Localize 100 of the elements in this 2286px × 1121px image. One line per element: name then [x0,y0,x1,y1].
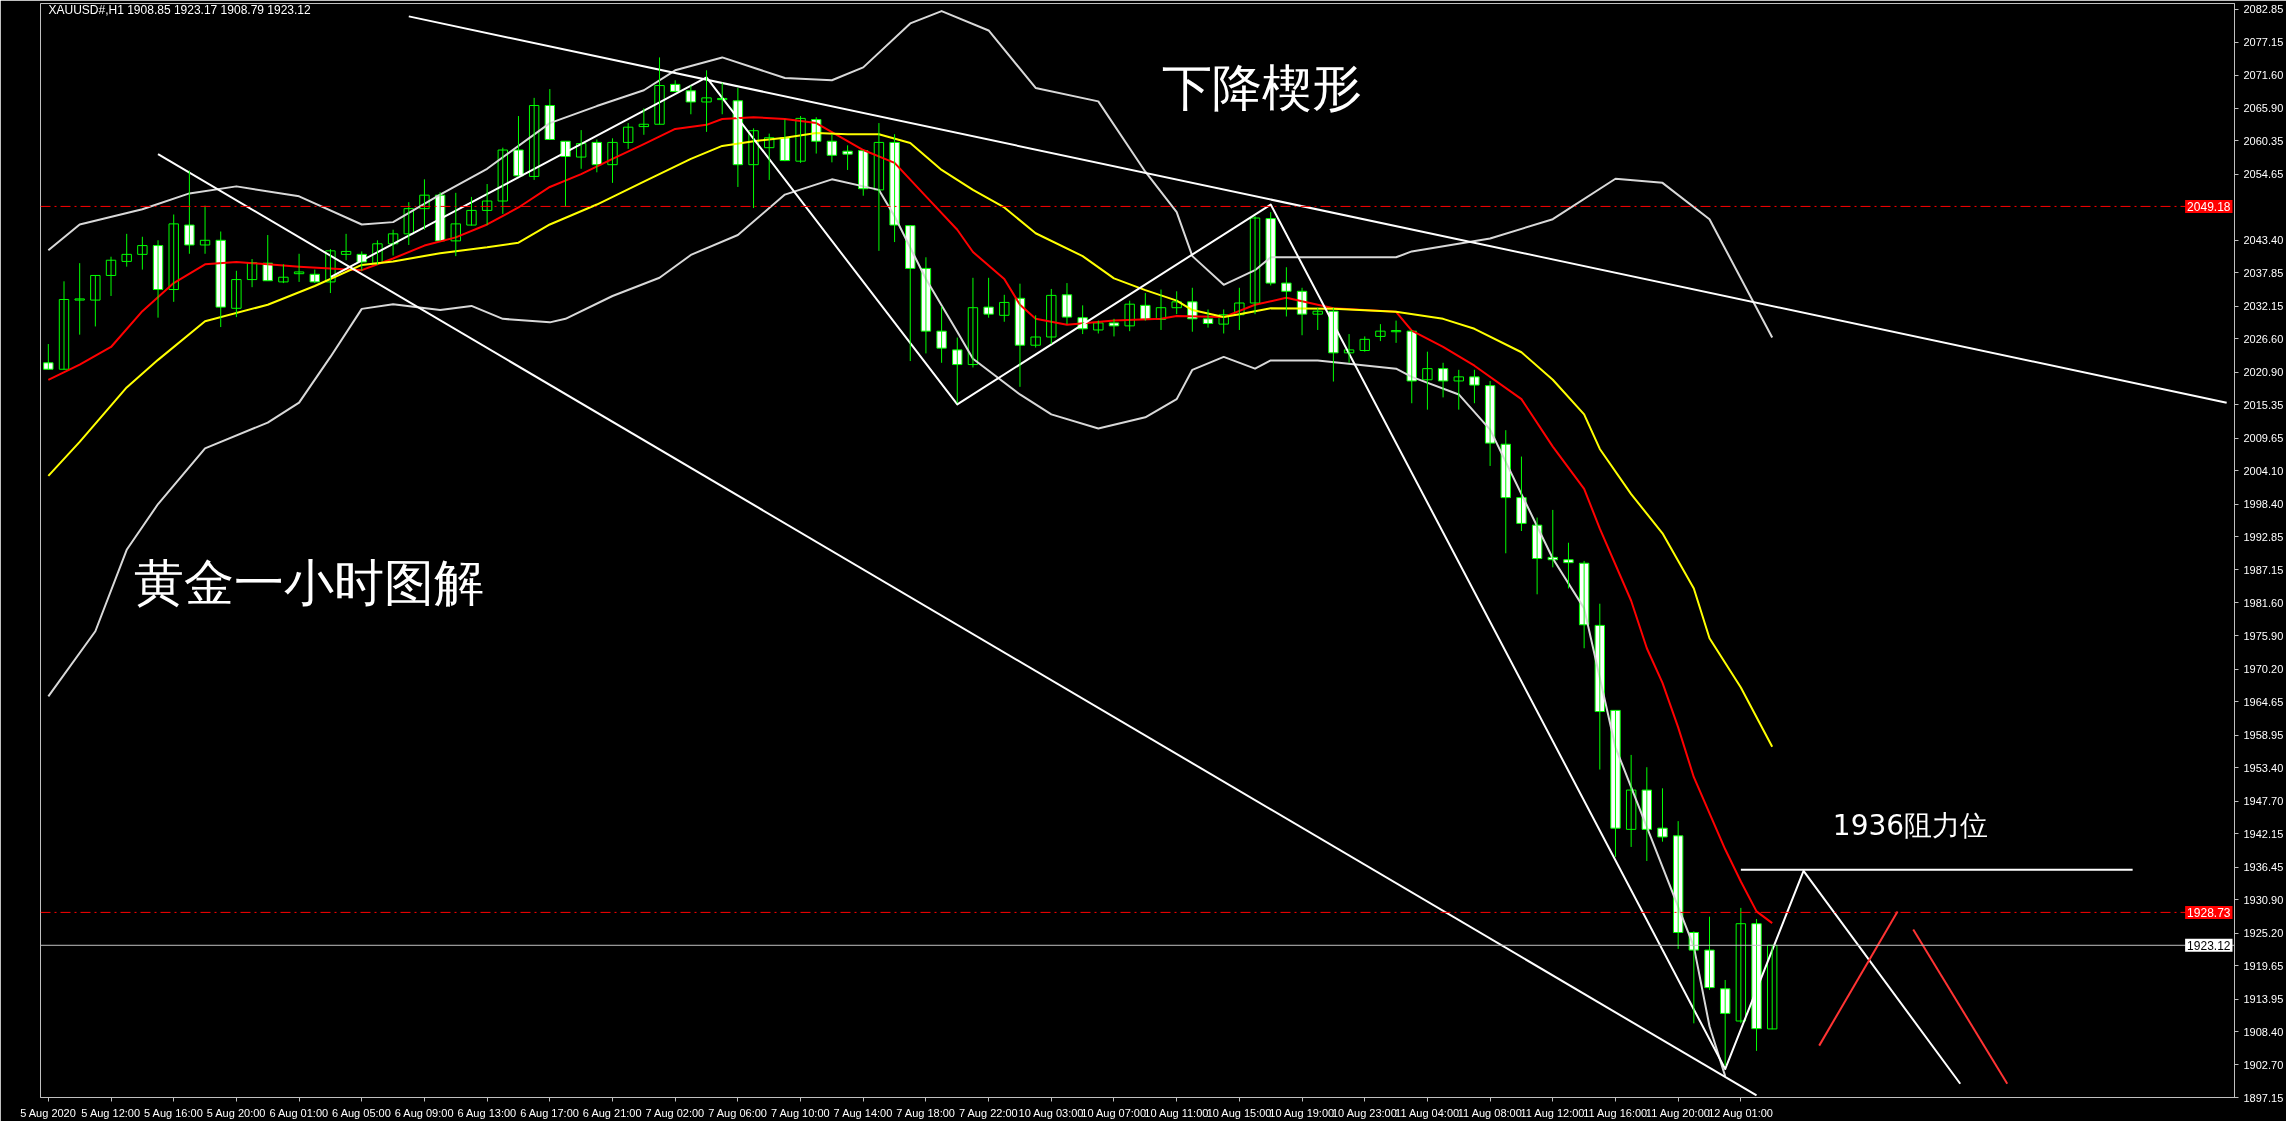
candlestick [999,294,1010,323]
y-tick-label: 2077.15 [2243,36,2284,49]
x-tick-label: 7 Aug 10:00 [770,1106,830,1119]
y-tick-label: 2026.60 [2243,332,2284,345]
ref-line-label: 1923.12 [2187,938,2231,953]
candlestick [1516,456,1527,532]
candlestick [983,277,994,319]
candlestick [137,236,148,271]
candlestick [1093,320,1104,334]
candlestick [1281,266,1292,317]
y-tick-label: 2009.65 [2243,432,2284,445]
candlestick [1359,335,1370,353]
candlestick [591,138,603,173]
y-tick-label: 1987.15 [2243,563,2284,576]
x-tick-label: 5 Aug 16:00 [144,1106,203,1119]
x-tick-label: 7 Aug 06:00 [708,1106,767,1119]
annotation: 黄金一小时图解 [133,553,484,612]
candlestick [1625,754,1637,848]
candlestick [1265,211,1276,286]
x-tick-label: 10 Aug 11:00 [1144,1106,1209,1119]
x-tick-label: 6 Aug 01:00 [269,1106,329,1119]
y-tick-label: 1947.70 [2243,795,2284,808]
y-tick-label: 1998.40 [2243,498,2284,511]
x-tick-label: 10 Aug 15:00 [1206,1106,1272,1119]
y-tick-label: 1964.65 [2243,695,2284,708]
x-tick-label: 6 Aug 09:00 [394,1106,454,1119]
y-tick-label: 1930.90 [2243,893,2284,906]
x-tick-label: 7 Aug 14:00 [833,1106,893,1119]
y-tick-label: 2065.90 [2243,102,2284,115]
y-tick-label: 2015.35 [2243,398,2284,411]
x-tick-label: 6 Aug 17:00 [520,1106,579,1119]
y-tick-label: 2020.90 [2243,366,2284,379]
candlestick [654,56,665,125]
x-tick-label: 5 Aug 12:00 [81,1106,141,1119]
x-tick-label: 5 Aug 20:00 [206,1106,266,1119]
y-tick-label: 1953.40 [2243,761,2284,774]
y-tick-label: 1975.90 [2243,629,2284,642]
candlestick [1469,369,1480,404]
y-tick-label: 1970.20 [2243,663,2284,676]
ref-line-label: 2049.18 [2187,199,2231,214]
candlestick [184,170,195,255]
y-tick-label: 2060.35 [2243,134,2284,147]
candlestick [90,274,101,327]
x-tick-label: 10 Aug 03:00 [1018,1106,1084,1119]
x-tick-label: 7 Aug 18:00 [896,1106,956,1119]
candlestick [1406,329,1417,404]
candlestick [231,270,242,318]
chart-title: XAUUSD#,H1 1908.85 1923.17 1908.79 1923.12 [48,2,312,17]
candlestick [952,337,963,404]
x-tick-label: 7 Aug 22:00 [958,1106,1018,1119]
candlestick [74,262,85,336]
y-tick-label: 1942.15 [2243,827,2284,840]
candlestick [622,122,634,150]
candlestick [513,115,524,177]
y-tick-label: 1925.20 [2243,927,2284,940]
candlestick [936,306,947,364]
candlestick [43,343,54,370]
candlestick [1030,314,1041,349]
candlestick [1422,351,1433,411]
candlestick [168,214,179,303]
y-tick-label: 2043.40 [2243,234,2284,247]
candlestick [121,233,132,268]
candlestick [1672,820,1684,950]
candlestick [1563,542,1574,589]
x-tick-label: 7 Aug 02:00 [645,1106,705,1119]
y-tick-label: 1936.45 [2243,861,2284,874]
x-tick-label: 6 Aug 05:00 [332,1106,391,1119]
candlestick [842,144,853,171]
y-tick-label: 1913.95 [2243,993,2284,1006]
x-tick-label: 12 Aug 01:00 [1708,1106,1773,1119]
x-tick-label: 5 Aug 2020 [20,1106,76,1119]
x-tick-label: 11 Aug 04:00 [1395,1106,1460,1119]
ref-line-label: 1928.73 [2187,905,2231,920]
y-tick-label: 1992.85 [2243,530,2284,543]
candlestick [466,196,477,227]
candlestick [1610,709,1621,858]
x-tick-label: 10 Aug 19:00 [1269,1106,1335,1119]
y-tick-label: 1908.40 [2243,1025,2284,1038]
x-tick-label: 6 Aug 21:00 [582,1106,642,1119]
y-tick-label: 1902.70 [2243,1058,2284,1071]
x-tick-label: 11 Aug 08:00 [1457,1106,1522,1119]
candlestick [669,79,681,93]
candlestick [278,263,289,284]
y-tick-label: 1919.65 [2243,959,2284,972]
y-tick-label: 2004.10 [2243,464,2284,477]
y-tick-label: 1981.60 [2243,596,2284,609]
candlestick [1108,318,1120,337]
x-tick-label: 11 Aug 16:00 [1583,1106,1648,1119]
x-tick-label: 11 Aug 12:00 [1520,1106,1585,1119]
annotation: 下降楔形 [1161,58,1362,117]
candlestick [1046,288,1057,345]
y-tick-label: 2037.85 [2243,266,2284,279]
candlestick [528,97,540,181]
annotation: 1936阻力位 [1832,808,1989,842]
y-tick-label: 1897.15 [2243,1091,2284,1104]
candlestick [701,69,712,133]
y-tick-label: 1958.95 [2243,729,2284,742]
candlestick [1375,323,1386,342]
x-tick-label: 6 Aug 13:00 [457,1106,517,1119]
candlestick [1766,944,1778,1030]
